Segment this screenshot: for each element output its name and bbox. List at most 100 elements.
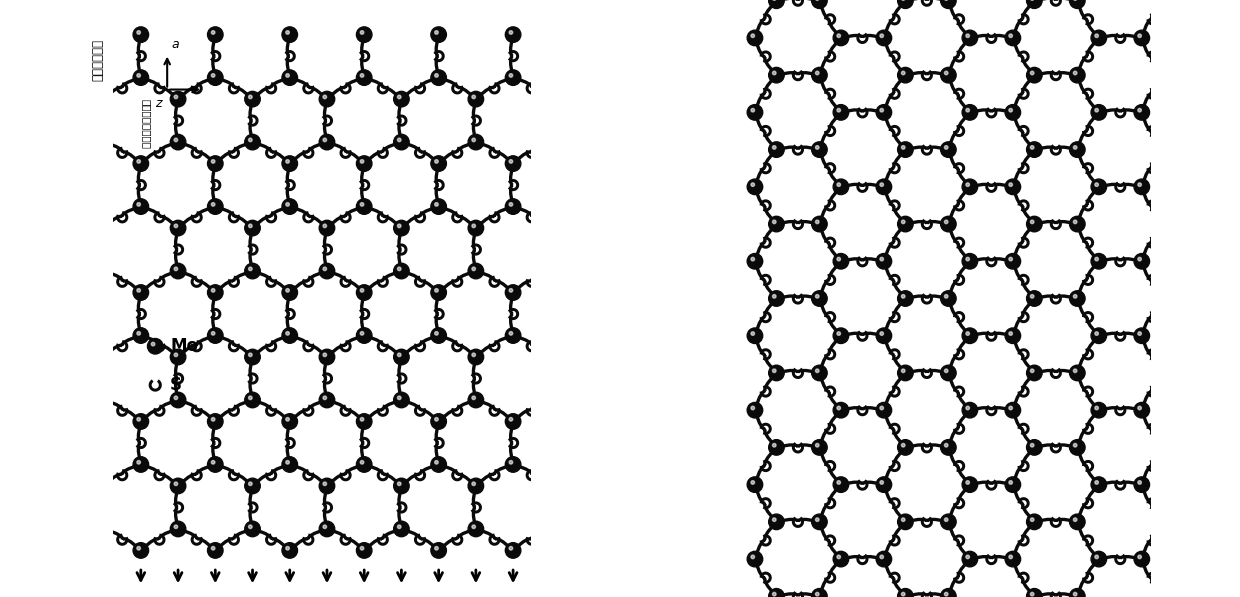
Circle shape <box>773 71 776 75</box>
Circle shape <box>281 457 298 472</box>
Circle shape <box>580 328 595 343</box>
Circle shape <box>393 478 409 494</box>
Circle shape <box>393 134 409 150</box>
Circle shape <box>812 589 827 597</box>
Circle shape <box>547 525 549 528</box>
Circle shape <box>322 396 326 399</box>
Circle shape <box>356 27 372 42</box>
Circle shape <box>356 543 372 558</box>
Circle shape <box>207 414 223 429</box>
Circle shape <box>133 414 149 429</box>
Circle shape <box>751 257 755 261</box>
Circle shape <box>472 353 475 356</box>
Circle shape <box>898 0 913 8</box>
Circle shape <box>58 457 74 472</box>
Circle shape <box>506 156 521 171</box>
Circle shape <box>361 417 363 421</box>
Circle shape <box>1030 444 1034 447</box>
Circle shape <box>62 30 66 34</box>
Circle shape <box>58 543 74 558</box>
Circle shape <box>945 220 949 224</box>
Circle shape <box>692 349 707 365</box>
Circle shape <box>1138 555 1141 559</box>
Circle shape <box>244 91 260 107</box>
Circle shape <box>837 406 841 410</box>
Circle shape <box>941 0 956 8</box>
Circle shape <box>833 402 848 418</box>
Circle shape <box>393 220 409 236</box>
Circle shape <box>170 478 186 494</box>
Circle shape <box>510 546 512 550</box>
Text: a: a <box>172 38 180 51</box>
Circle shape <box>833 179 848 195</box>
Circle shape <box>1095 481 1099 484</box>
Circle shape <box>469 263 484 279</box>
Circle shape <box>543 91 558 107</box>
Circle shape <box>1006 254 1021 269</box>
Circle shape <box>621 138 625 141</box>
Circle shape <box>658 202 662 206</box>
Circle shape <box>941 439 956 455</box>
Circle shape <box>941 216 956 232</box>
Circle shape <box>945 146 949 149</box>
Circle shape <box>1138 183 1141 186</box>
Circle shape <box>1030 294 1034 298</box>
Circle shape <box>430 199 446 214</box>
Circle shape <box>945 444 949 447</box>
Circle shape <box>1138 332 1141 336</box>
Circle shape <box>877 402 892 418</box>
Circle shape <box>133 285 149 300</box>
Circle shape <box>25 525 29 528</box>
Circle shape <box>1070 514 1085 530</box>
Circle shape <box>95 349 112 365</box>
Circle shape <box>547 138 549 141</box>
Circle shape <box>393 263 409 279</box>
Circle shape <box>901 220 905 224</box>
Text: 沿閔齿型方向: 沿閔齿型方向 <box>92 39 104 81</box>
Circle shape <box>430 328 446 343</box>
Circle shape <box>1095 34 1099 38</box>
Circle shape <box>618 521 632 537</box>
Circle shape <box>833 254 848 269</box>
Circle shape <box>837 555 841 559</box>
Circle shape <box>655 70 670 85</box>
Circle shape <box>901 71 905 75</box>
Circle shape <box>692 263 707 279</box>
Circle shape <box>816 369 820 373</box>
Circle shape <box>469 349 484 365</box>
Circle shape <box>941 67 956 83</box>
Circle shape <box>58 199 74 214</box>
Circle shape <box>95 263 112 279</box>
Circle shape <box>901 146 905 149</box>
Circle shape <box>1156 365 1171 381</box>
Circle shape <box>430 414 446 429</box>
Circle shape <box>506 328 521 343</box>
Circle shape <box>877 551 892 567</box>
Circle shape <box>356 457 372 472</box>
Circle shape <box>877 30 892 46</box>
Circle shape <box>1006 477 1021 493</box>
Circle shape <box>435 417 438 421</box>
Circle shape <box>898 291 913 306</box>
Circle shape <box>99 525 103 528</box>
Circle shape <box>398 138 401 141</box>
Circle shape <box>696 224 699 227</box>
Circle shape <box>696 138 699 141</box>
Circle shape <box>1006 551 1021 567</box>
Circle shape <box>361 546 363 550</box>
Circle shape <box>621 396 625 399</box>
Circle shape <box>285 331 289 335</box>
Circle shape <box>58 285 74 300</box>
Circle shape <box>1135 104 1149 120</box>
Circle shape <box>1156 216 1171 232</box>
Circle shape <box>174 224 177 227</box>
Circle shape <box>211 331 215 335</box>
Circle shape <box>393 91 409 107</box>
Circle shape <box>435 460 438 464</box>
Circle shape <box>506 414 521 429</box>
Circle shape <box>398 396 401 399</box>
Circle shape <box>211 73 215 77</box>
Circle shape <box>21 263 37 279</box>
Circle shape <box>281 156 298 171</box>
Circle shape <box>99 353 103 356</box>
